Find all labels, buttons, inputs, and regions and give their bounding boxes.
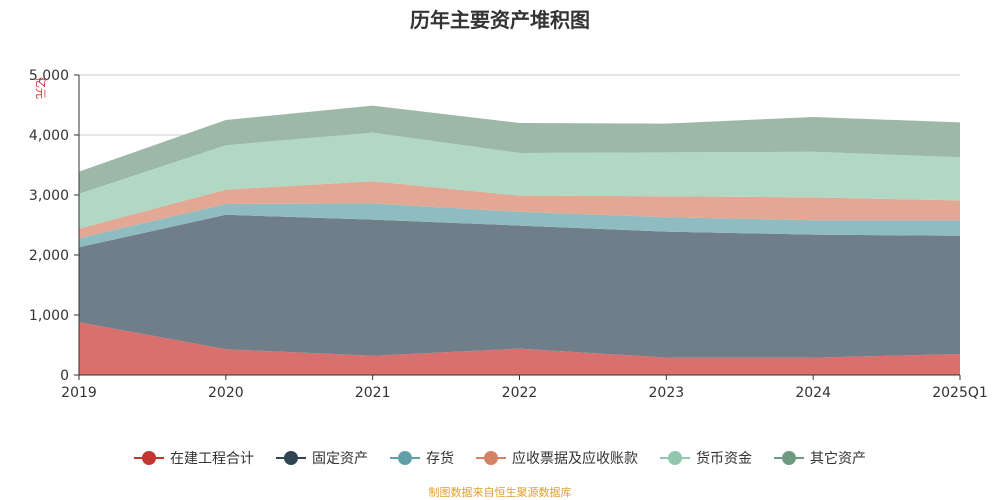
legend-item-5[interactable]: 其它资产: [774, 448, 866, 468]
legend-item-4[interactable]: 货币资金: [660, 448, 752, 468]
area-series-3: [79, 181, 960, 239]
source-note: 制图数据来自恒生聚源数据库: [428, 486, 572, 499]
x-tick-label: 2025Q1: [932, 385, 988, 401]
y-tick-label: 3,000: [29, 188, 69, 204]
x-tick-label: 2022: [502, 385, 538, 401]
area-series-group: [79, 105, 960, 375]
y-axis-unit-label: 亿元: [34, 77, 47, 99]
legend-item-3[interactable]: 应收票据及应收账款: [476, 448, 638, 468]
legend-label: 固定资产: [312, 451, 368, 467]
legend-label: 应收票据及应收账款: [512, 451, 638, 467]
legend-marker-icon: [276, 451, 306, 465]
area-series-4: [79, 132, 960, 229]
legend-marker-icon: [774, 451, 804, 465]
y-tick-label: 2,000: [29, 248, 69, 264]
x-tick-label: 2024: [795, 385, 831, 401]
x-tick-label: 2019: [61, 385, 97, 401]
y-tick-label: 0: [60, 368, 69, 384]
legend-item-1[interactable]: 固定资产: [276, 448, 368, 468]
legend-item-0[interactable]: 在建工程合计: [134, 448, 254, 468]
legend-label: 其它资产: [810, 451, 866, 467]
x-tick-label: 2021: [355, 385, 391, 401]
legend-item-2[interactable]: 存货: [390, 448, 454, 468]
area-series-2: [79, 203, 960, 248]
y-tick-label: 1,000: [29, 308, 69, 324]
legend-label: 在建工程合计: [170, 451, 254, 467]
legend-label: 存货: [426, 451, 454, 467]
legend-marker-icon: [476, 451, 506, 465]
legend-marker-icon: [660, 451, 690, 465]
area-series-5: [79, 105, 960, 194]
axes: 0 1,000 2,000 3,000 4,000 5,000 2019 2020 2021 20…: [29, 68, 988, 401]
y-tick-label: 5,000: [29, 68, 69, 84]
chart-title: 历年主要资产堆积图: [410, 8, 590, 32]
y-tick-label: 4,000: [29, 128, 69, 144]
legend-marker-icon: [390, 451, 420, 465]
x-tick-label: 2023: [649, 385, 685, 401]
legend: 在建工程合计 固定资产 存货 应收票据及应收账款 货币资金 其它资产: [0, 448, 1000, 468]
x-tick-label: 2020: [208, 385, 244, 401]
legend-marker-icon: [134, 451, 164, 465]
legend-label: 货币资金: [696, 451, 752, 467]
area-series-1: [79, 214, 960, 358]
